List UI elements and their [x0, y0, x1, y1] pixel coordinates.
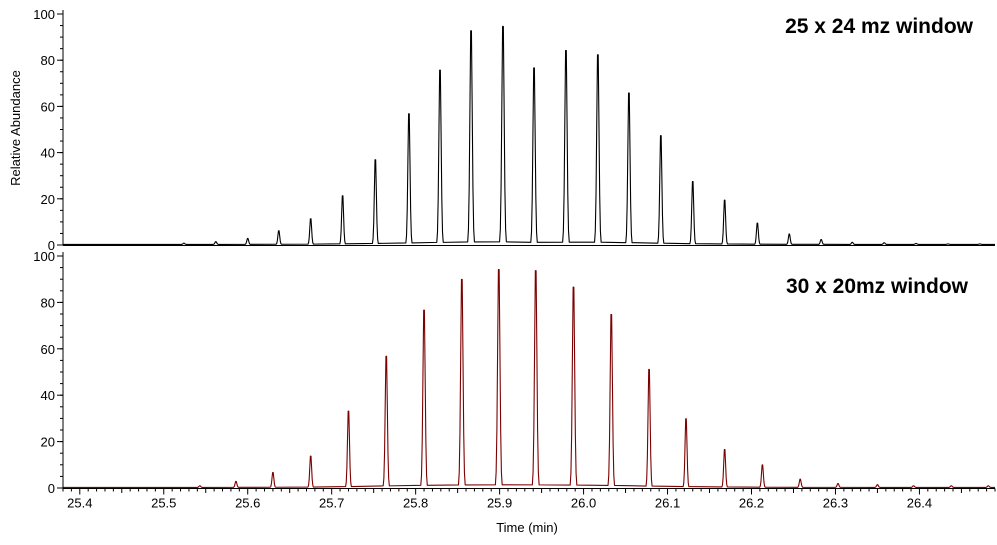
peak-point [247, 237, 248, 238]
peak-point [533, 57, 534, 58]
peak-point [439, 60, 440, 61]
peak-point [947, 243, 948, 244]
x-tick-label: 25.4 [67, 496, 92, 511]
peak-point [685, 414, 686, 415]
x-tick-label: 25.5 [151, 496, 176, 511]
x-tick-label: 25.6 [235, 496, 260, 511]
peak-point [408, 106, 409, 107]
x-tick-label: 25.9 [487, 496, 512, 511]
peak-point [423, 299, 424, 300]
peak-point [565, 39, 566, 40]
y-tick-label: 20 [41, 435, 55, 450]
peak-point [597, 43, 598, 44]
peak-point [342, 192, 343, 193]
peak-point [183, 243, 184, 244]
y-tick-label: 60 [41, 99, 55, 114]
x-tick-label: 26.2 [739, 496, 764, 511]
y-tick-label: 80 [41, 295, 55, 310]
peak-point [470, 18, 471, 19]
peak-point [573, 275, 574, 276]
peak-point [913, 485, 914, 486]
peak-point [762, 463, 763, 464]
peak-point [724, 447, 725, 448]
y-tick-label: 100 [33, 7, 55, 22]
peak-point [310, 217, 311, 218]
x-tick-label: 25.8 [403, 496, 428, 511]
trace-line-panel-2 [63, 269, 996, 488]
y-tick-label: 60 [41, 342, 55, 357]
y-tick-label: 40 [41, 146, 55, 161]
top-panel: 25 x 24 mz window 0 20 40 60 80 100 [33, 7, 995, 253]
bottom-panel-title: 30 x 20mz window [786, 275, 969, 298]
peak-point [951, 485, 952, 486]
peak-point [215, 241, 216, 242]
peak-point [461, 267, 462, 268]
y-tick-label: 0 [48, 481, 55, 496]
peak-point [375, 154, 376, 155]
trace-line-panel-1 [63, 25, 995, 245]
x-tick-label: 26.1 [655, 496, 680, 511]
peak-point [235, 480, 236, 481]
peak-point [348, 406, 349, 407]
y-tick-label: 0 [48, 238, 55, 253]
peak-point [648, 362, 649, 363]
peak-point [310, 454, 311, 455]
peak-point [800, 478, 801, 479]
y-axis-title: Relative Abundance [8, 70, 23, 186]
peak-point [979, 243, 980, 244]
peak-point [757, 221, 758, 222]
peak-point [199, 485, 200, 486]
peak-point [789, 233, 790, 234]
peak-point [535, 258, 536, 259]
peak-point [724, 197, 725, 198]
x-tick-label: 26.0 [571, 496, 596, 511]
peak-point [915, 243, 916, 244]
peak-point [660, 129, 661, 130]
peak-point [498, 257, 499, 258]
peak-point [628, 84, 629, 85]
bottom-panel: 30 x 20mz window 0 20 40 60 80 100 [33, 249, 996, 496]
y-tick-label: 80 [41, 53, 55, 68]
x-axis: 25.4 25.5 25.6 25.7 25.8 25.9 26.0 26.1 26.2 26.3… [62, 488, 996, 511]
peak-point [821, 239, 822, 240]
top-panel-title: 25 x 24 mz window [785, 15, 974, 38]
y-tick-label: 40 [41, 388, 55, 403]
peak-point [386, 348, 387, 349]
peak-point [837, 483, 838, 484]
peak-point [988, 485, 989, 486]
peak-point [278, 229, 279, 230]
x-tick-label: 25.7 [319, 496, 344, 511]
y-tick-label: 100 [33, 249, 55, 264]
peak-point [852, 242, 853, 243]
peak-point [692, 177, 693, 178]
x-axis-title: Time (min) [496, 520, 558, 535]
peak-point [502, 13, 503, 14]
y-tick-label: 20 [41, 192, 55, 207]
x-tick-label: 26.3 [823, 496, 848, 511]
peak-point [877, 484, 878, 485]
peak-point [272, 471, 273, 472]
peak-point [884, 242, 885, 243]
peak-point [611, 304, 612, 305]
x-tick-label: 26.4 [907, 496, 932, 511]
